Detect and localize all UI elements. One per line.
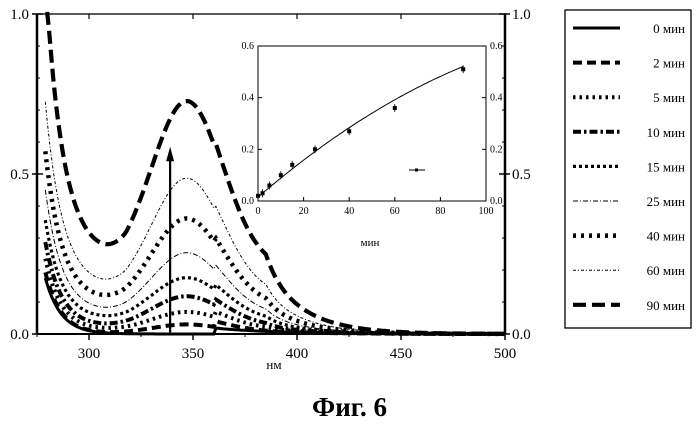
legend-label-2: 5 мин [653, 90, 685, 105]
legend-label-1: 2 мин [653, 56, 685, 71]
inset-x-tick-label: 0 [256, 206, 261, 217]
y-tick-label-right: 0.0 [512, 327, 531, 343]
x-tick-label: 400 [286, 346, 309, 362]
x-tick-label: 450 [390, 346, 413, 362]
legend-label-0: 0 мин [653, 21, 685, 36]
inset-y-tick-label-right: 0.2 [490, 144, 503, 155]
x-tick-label: 500 [494, 346, 517, 362]
legend-label-6: 40 мин [647, 229, 685, 244]
inset-y-tick-label-right: 0.4 [490, 93, 503, 104]
inset-x-tick-label: 80 [435, 206, 445, 217]
inset-y-tick-label: 0.6 [242, 41, 255, 52]
legend: 0 мин 2 мин 5 мин 10 мин 15 мин 25 мин 40 мин 6… [565, 10, 691, 328]
y-tick-label-left: 1.0 [10, 7, 29, 23]
inset-y-tick-label: 0.4 [242, 93, 255, 104]
y-tick-label-right: 0.5 [512, 167, 531, 183]
legend-label-4: 15 мин [647, 159, 685, 174]
figure-caption: Фиг. 6 [0, 392, 699, 423]
inset-x-axis-label: мин [361, 237, 380, 249]
x-tick-label: 350 [182, 346, 205, 362]
x-axis-label: нм [266, 357, 281, 372]
y-tick-label-left: 0.5 [10, 167, 29, 183]
x-tick-label: 300 [78, 346, 101, 362]
legend-label-3: 10 мин [647, 125, 685, 140]
inset-x-tick-label: 20 [299, 206, 309, 217]
inset-y-tick-label: 0.0 [242, 196, 255, 207]
figure: 0.00.00.50.51.01.0300350400450500нм 0.00… [0, 0, 699, 435]
inset-x-tick-label: 100 [479, 206, 494, 217]
inset-chart: 0.00.00.20.20.40.40.60.6020406080100мин [242, 41, 503, 249]
inset-y-tick-label-right: 0.6 [490, 41, 503, 52]
inset-x-tick-label: 60 [390, 206, 400, 217]
y-tick-label-left: 0.0 [10, 327, 29, 343]
y-tick-label-right: 1.0 [512, 7, 531, 23]
legend-label-7: 60 мин [647, 263, 685, 278]
time-arrow-head [166, 147, 174, 161]
inset-x-tick-label: 40 [344, 206, 354, 217]
legend-label-5: 25 мин [647, 194, 685, 209]
inset-frame [258, 46, 486, 201]
inset-legend-marker [415, 169, 418, 172]
legend-label-8: 90 мин [647, 298, 685, 313]
inset-y-tick-label: 0.2 [242, 144, 255, 155]
